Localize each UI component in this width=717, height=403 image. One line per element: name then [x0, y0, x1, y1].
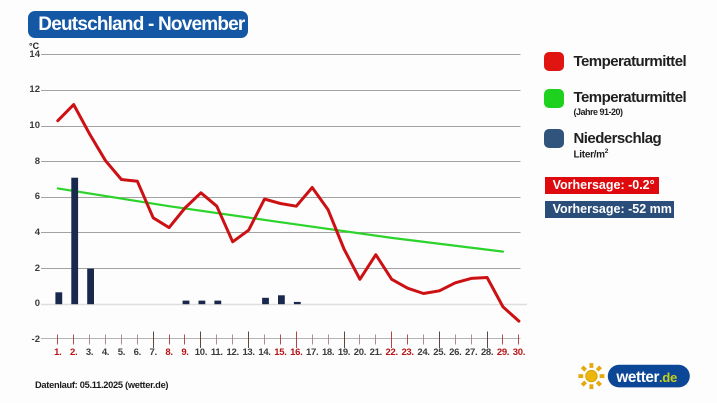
svg-text:wetter.de: wetter.de	[615, 369, 677, 386]
